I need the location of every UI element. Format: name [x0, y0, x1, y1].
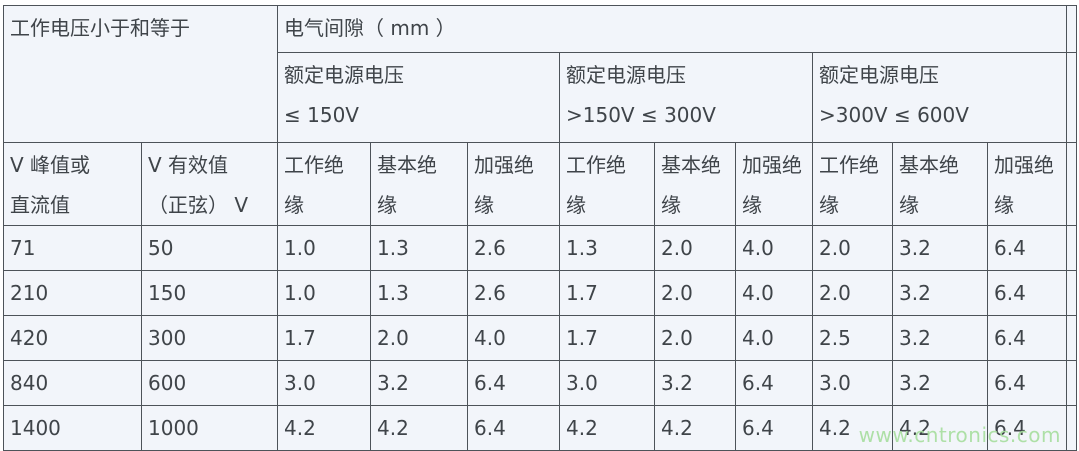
column-header-basic-insulation: 基本绝 缘 — [370, 142, 468, 226]
header-row-columns: V 峰值或 直流值 V 有效值 （正弦） V 工作绝 缘 基本绝 缘 加强绝 缘… — [3, 142, 1078, 226]
header-row-voltage-groups: 额定电源电压 ≤ 150V 额定电源电压 >150V ≤ 300V 额定电源电压… — [4, 52, 1078, 143]
column-header-rms: V 有效值 （正弦） V — [141, 142, 278, 226]
clearance-value-cell: 4.0 — [735, 225, 813, 271]
column-header-basic-insulation: 基本绝 缘 — [654, 142, 736, 226]
clearance-value-cell: 3.2 — [654, 360, 736, 406]
clearance-value-cell: 3.2 — [370, 360, 468, 406]
clearance-value-cell: 6.4 — [986, 225, 1068, 271]
column-header-peak: V 峰值或 直流值 — [3, 142, 142, 226]
column-header-working-insulation: 工作绝 缘 — [559, 142, 655, 226]
clearance-value-cell: 6.4 — [986, 405, 1068, 451]
rms-value-cell: 600 — [141, 360, 278, 406]
clearance-value-cell: 3.2 — [892, 270, 988, 316]
clearance-value-cell: 4.2 — [277, 405, 371, 451]
voltage-group-header-300v: 额定电源电压 >150V ≤ 300V — [559, 52, 813, 143]
clearance-value-cell: 3.2 — [892, 315, 988, 361]
clearance-value-cell: 4.2 — [892, 405, 988, 451]
voltage-group-header-150v: 额定电源电压 ≤ 150V — [277, 52, 560, 143]
clearance-value-cell: 1.3 — [370, 270, 468, 316]
clearance-value-cell: 2.5 — [812, 315, 893, 361]
column-header-basic-insulation: 基本绝 缘 — [892, 142, 988, 226]
spacer-cell — [1066, 52, 1078, 143]
rms-value-cell: 150 — [141, 270, 278, 316]
clearance-value-cell: 4.0 — [735, 270, 813, 316]
clearance-value-cell: 3.0 — [812, 360, 893, 406]
clearance-value-cell: 6.4 — [986, 360, 1068, 406]
table-row: 420 300 1.7 2.0 4.0 1.7 2.0 4.0 2.5 3.2 … — [3, 315, 1078, 361]
clearance-value-cell: 4.0 — [735, 315, 813, 361]
table-row: 71 50 1.0 1.3 2.6 1.3 2.0 4.0 2.0 3.2 6.… — [3, 225, 1078, 271]
peak-value-cell: 1400 — [3, 405, 142, 451]
clearance-value-cell: 4.2 — [559, 405, 655, 451]
clearance-value-cell: 4.2 — [654, 405, 736, 451]
rms-value-cell: 1000 — [141, 405, 278, 451]
clearance-value-cell: 3.2 — [892, 360, 988, 406]
clearance-value-cell: 6.4 — [735, 405, 813, 451]
electrical-clearance-table: 工作电压小于和等于 电气间隙（ mm ） 额定电源电压 ≤ 150V 额定电源电… — [3, 5, 1078, 451]
header-row-title: 工作电压小于和等于 电气间隙（ mm ） — [3, 5, 1078, 143]
voltage-group-header-600v: 额定电源电压 >300V ≤ 600V — [811, 52, 1068, 143]
clearance-value-cell: 6.4 — [986, 315, 1068, 361]
clearance-value-cell: 1.0 — [277, 270, 371, 316]
clearance-value-cell: 6.4 — [735, 360, 813, 406]
clearance-value-cell: 1.3 — [559, 225, 655, 271]
clearance-value-cell: 4.0 — [467, 315, 560, 361]
table-row: 1400 1000 4.2 4.2 6.4 4.2 4.2 6.4 4.2 4.… — [3, 405, 1078, 451]
clearance-value-cell: 2.0 — [654, 315, 736, 361]
spacer-cell — [1066, 270, 1078, 316]
clearance-value-cell: 4.2 — [812, 405, 893, 451]
clearance-value-cell: 6.4 — [986, 270, 1068, 316]
spacer-cell — [1066, 225, 1078, 271]
clearance-value-cell: 3.0 — [277, 360, 371, 406]
rms-value-cell: 50 — [141, 225, 278, 271]
table-row: 210 150 1.0 1.3 2.6 1.7 2.0 4.0 2.0 3.2 … — [3, 270, 1078, 316]
table-row: 840 600 3.0 3.2 6.4 3.0 3.2 6.4 3.0 3.2 … — [3, 360, 1078, 406]
column-header-working-insulation: 工作绝 缘 — [277, 142, 371, 226]
spacer-cell — [1066, 142, 1078, 226]
spacer-cell — [1066, 315, 1078, 361]
peak-value-cell: 840 — [3, 360, 142, 406]
clearance-value-cell: 3.0 — [559, 360, 655, 406]
clearance-value-cell: 2.0 — [370, 315, 468, 361]
spacer-cell — [1066, 405, 1078, 451]
column-header-reinforced-insulation: 加强绝 缘 — [986, 142, 1068, 226]
clearance-value-cell: 3.2 — [892, 225, 988, 271]
clearance-value-cell: 2.0 — [654, 225, 736, 271]
rms-value-cell: 300 — [141, 315, 278, 361]
clearance-value-cell: 2.0 — [812, 270, 893, 316]
peak-value-cell: 71 — [3, 225, 142, 271]
clearance-value-cell: 1.7 — [559, 270, 655, 316]
working-voltage-header: 工作电压小于和等于 — [3, 5, 278, 143]
clearance-value-cell: 4.2 — [370, 405, 468, 451]
clearance-value-cell: 1.3 — [370, 225, 468, 271]
column-header-reinforced-insulation: 加强绝 缘 — [735, 142, 813, 226]
clearance-value-cell: 6.4 — [467, 405, 560, 451]
column-header-working-insulation: 工作绝 缘 — [812, 142, 893, 226]
clearance-value-cell: 2.6 — [467, 225, 560, 271]
column-header-reinforced-insulation: 加强绝 缘 — [467, 142, 560, 226]
clearance-value-cell: 2.0 — [654, 270, 736, 316]
peak-value-cell: 420 — [3, 315, 142, 361]
spacer-cell — [1066, 5, 1078, 53]
clearance-value-cell: 1.7 — [559, 315, 655, 361]
spacer-cell — [1066, 360, 1078, 406]
clearance-value-cell: 1.0 — [277, 225, 371, 271]
clearance-value-cell: 1.7 — [277, 315, 371, 361]
peak-value-cell: 210 — [3, 270, 142, 316]
clearance-value-cell: 6.4 — [467, 360, 560, 406]
clearance-value-cell: 2.6 — [467, 270, 560, 316]
clearance-value-cell: 2.0 — [812, 225, 893, 271]
clearance-title-header: 电气间隙（ mm ） — [276, 5, 1068, 53]
